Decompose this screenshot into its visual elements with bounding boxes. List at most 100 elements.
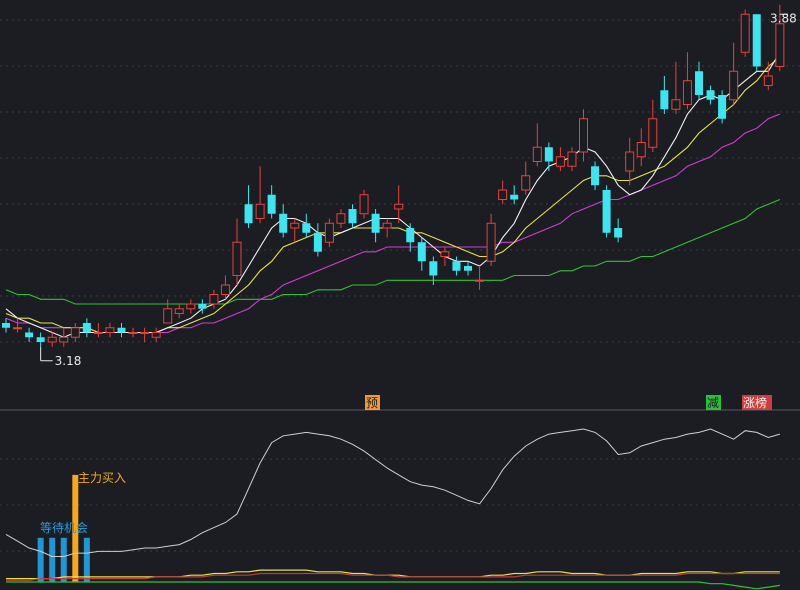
candle-body (198, 304, 207, 309)
candle (359, 190, 369, 219)
candle (93, 323, 103, 338)
candle-body (244, 204, 253, 224)
signal-bar (49, 537, 56, 582)
candle-body (232, 241, 242, 276)
candle-body (682, 80, 692, 105)
candle (706, 85, 715, 105)
candle-body (555, 156, 565, 167)
signal-line (6, 569, 780, 580)
candle (209, 289, 219, 309)
candle (775, 4, 785, 72)
candle (105, 323, 115, 338)
candle-body (440, 251, 450, 257)
candle (475, 266, 485, 290)
candle (267, 185, 276, 219)
candle-body (2, 323, 10, 328)
candle (695, 61, 703, 100)
signal-badge-jian: 减 (706, 395, 721, 410)
candle (452, 256, 461, 276)
candle-body (417, 242, 426, 262)
ma20-line (5, 113, 781, 334)
candle-body (406, 228, 415, 243)
candle (671, 61, 681, 114)
candle (151, 327, 161, 342)
candle (290, 218, 300, 243)
oscillator-panel (5, 428, 781, 590)
candle (498, 180, 508, 205)
candle-body (660, 90, 669, 110)
candle-body (290, 222, 300, 229)
candle (82, 318, 91, 338)
candle (13, 318, 23, 333)
candle-body (706, 90, 715, 100)
candle (163, 299, 173, 324)
candle-body (220, 284, 230, 295)
candle (198, 299, 207, 314)
candle (36, 332, 45, 347)
candle-body (486, 222, 496, 262)
candle-body (36, 337, 45, 342)
candle (567, 147, 577, 171)
candle-body (140, 332, 150, 334)
candle-body (117, 327, 126, 333)
candle (117, 323, 126, 338)
signal-line (6, 572, 780, 581)
candle-body (82, 323, 91, 333)
candle-body (255, 203, 265, 219)
zhuli-mairu-label: 主力买入 (78, 471, 126, 485)
candle (532, 123, 542, 167)
candle-body (591, 166, 600, 186)
candle-body (371, 213, 380, 233)
candle (371, 209, 380, 243)
candle (648, 99, 658, 152)
signal-line (6, 581, 780, 590)
candle-body (105, 327, 115, 333)
candle-body (648, 118, 658, 148)
candle (579, 109, 588, 162)
candle-body (279, 213, 288, 233)
candle-body (452, 261, 461, 271)
candle-body (475, 279, 485, 282)
dengdai-jihui-label: 等待机会 (40, 521, 88, 535)
candle-body (209, 294, 219, 305)
candle (382, 218, 392, 238)
candle (625, 137, 635, 186)
candle-body (740, 13, 750, 53)
candle (521, 161, 531, 195)
low-price-label: 3.18 (55, 354, 82, 368)
candle (47, 332, 57, 347)
candle-body (13, 327, 23, 330)
candle (510, 185, 519, 205)
candle (348, 204, 357, 228)
candle-body (729, 70, 739, 101)
candle (464, 261, 472, 276)
svg-text:预: 预 (366, 396, 378, 410)
candle (232, 218, 242, 285)
candle-body (510, 194, 519, 200)
candle (140, 327, 150, 342)
signal-bar (37, 537, 44, 582)
svg-text:涨榜: 涨榜 (743, 395, 767, 410)
candle (244, 185, 253, 228)
candle-body (532, 146, 542, 162)
candle-body (763, 75, 773, 86)
candle (591, 161, 600, 190)
candle (394, 185, 404, 224)
candle (718, 90, 727, 124)
candle-body (313, 232, 322, 252)
candle-body (25, 332, 34, 338)
candle-body (464, 266, 472, 271)
candle-body (544, 147, 553, 162)
candlestick-series (2, 4, 788, 362)
candle (70, 323, 80, 342)
candle (740, 9, 750, 57)
candle (682, 52, 692, 110)
candle (429, 256, 438, 285)
candle-body (695, 71, 703, 95)
candle-body (382, 222, 392, 229)
candle-body (186, 303, 196, 310)
candle (59, 327, 69, 347)
candle (602, 185, 611, 238)
candle-body (70, 327, 80, 338)
candle (25, 327, 34, 342)
